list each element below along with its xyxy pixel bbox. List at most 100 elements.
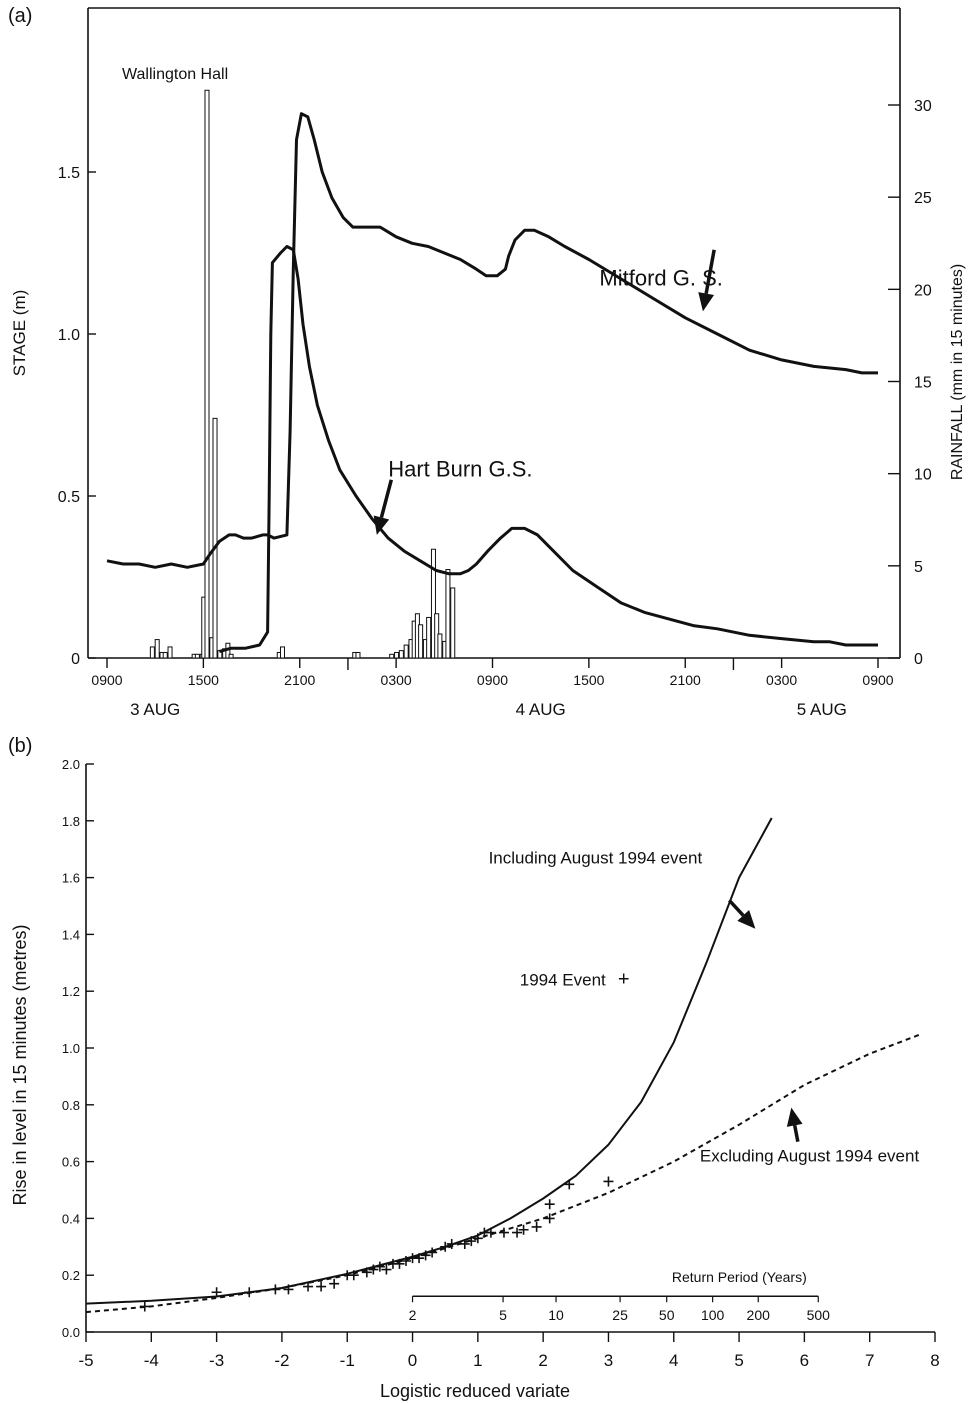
observation-point — [459, 1238, 470, 1249]
variate-tick-label: 0 — [408, 1351, 417, 1370]
excluding-1994-arrow-shaft — [792, 1124, 800, 1143]
observation-point — [414, 1253, 425, 1264]
rainfall-bar — [167, 646, 173, 659]
rainfall-bar — [228, 653, 234, 659]
observation-point — [531, 1221, 542, 1232]
panel-a-y2-axis-label: RAINFALL (mm in 15 minutes) — [949, 264, 966, 480]
rise-tick-label: 1.2 — [62, 984, 80, 999]
rainfall-tick-label: 0 — [914, 651, 923, 668]
observation-point — [244, 1287, 255, 1298]
rainfall-bar — [394, 651, 400, 659]
rainfall-tick-label: 10 — [914, 467, 932, 484]
return-period-tick-label: 5 — [499, 1307, 507, 1323]
variate-tick-label: -4 — [144, 1351, 159, 1370]
rainfall-bar — [389, 653, 395, 659]
observation-point — [316, 1281, 327, 1292]
variate-tick-label: -5 — [78, 1351, 93, 1370]
return-period-tick-label: 25 — [612, 1307, 628, 1323]
panel-a: (a) 0 0.5 1.0 1.5 0 5 10 15 20 25 30 0900 1500 2100… — [8, 5, 966, 719]
observation-point — [374, 1261, 385, 1272]
rise-tick-label: 0.4 — [62, 1211, 80, 1226]
observation-point — [329, 1278, 340, 1289]
rainfall-bar — [445, 569, 451, 659]
return-period-title: Return Period (Years) — [672, 1269, 807, 1285]
hart-burn-arrow-shaft — [379, 479, 393, 518]
variate-tick-label: 7 — [865, 1351, 874, 1370]
variate-tick-label: -1 — [340, 1351, 355, 1370]
variate-tick-label: 5 — [734, 1351, 743, 1370]
rainfall-bar — [162, 651, 168, 659]
hart-burn-line — [218, 245, 878, 653]
observation-point — [485, 1227, 496, 1238]
rainfall-bar — [194, 653, 200, 659]
rise-tick-label: 0.2 — [62, 1268, 80, 1283]
rainfall-bar — [426, 616, 432, 659]
rainfall-bar — [418, 624, 424, 659]
observation-point — [401, 1256, 412, 1266]
panel-b-y-axis-label: Rise in level in 15 minutes (metres) — [10, 924, 30, 1205]
rainfall-tick-label: 5 — [914, 559, 923, 576]
hart-burn-arrow-head — [373, 515, 390, 535]
observation-point — [348, 1270, 359, 1281]
return-period-scale: Return Period (Years)2 5 10 25 50 100 200 500 — [409, 1269, 831, 1323]
time-tick-label: 2100 — [284, 672, 315, 688]
return-period-tick-label: 100 — [701, 1307, 725, 1323]
event-1994-label: 1994 Event — [520, 971, 606, 990]
rise-tick-label: 1.8 — [62, 814, 80, 829]
rise-tick-label: 0.8 — [62, 1098, 80, 1113]
mitford-label: Mitford G. S. — [599, 265, 722, 290]
stage-tick-label: 1.0 — [58, 327, 80, 344]
rainfall-bar — [204, 89, 210, 659]
time-tick-label: 1500 — [188, 672, 219, 688]
mitford-line — [106, 112, 878, 569]
variate-tick-label: 1 — [473, 1351, 482, 1370]
variate-tick-label: 3 — [604, 1351, 613, 1370]
panel-b-lines: Including August 1994 event Excluding Aug… — [85, 817, 923, 1314]
variate-tick-label: 8 — [930, 1351, 939, 1370]
rainfall-bar — [279, 646, 285, 659]
observation-point — [498, 1227, 509, 1238]
observation-point — [211, 1287, 222, 1298]
including-1994-label: Including August 1994 event — [489, 848, 703, 867]
panel-a-label: (a) — [8, 5, 32, 27]
variate-tick-label: 4 — [669, 1351, 678, 1370]
observation-point — [427, 1247, 438, 1258]
rise-tick-label: 2.0 — [62, 757, 80, 772]
panel-a-lines: Mitford G. S. Hart Burn G.S. — [106, 112, 878, 653]
event-1994-legend-marker: + — [618, 969, 630, 991]
observation-point — [420, 1250, 431, 1261]
observation-point — [303, 1281, 314, 1292]
observation-point — [472, 1233, 483, 1244]
rise-tick-label: 1.4 — [62, 927, 80, 942]
return-period-tick-label: 10 — [548, 1307, 564, 1323]
excluding-1994-line — [85, 1032, 923, 1314]
hart-burn-label: Hart Burn G.S. — [388, 457, 532, 482]
return-period-tick-label: 200 — [747, 1307, 771, 1323]
stage-tick-label: 1.5 — [58, 165, 80, 182]
panel-a-y-axis-label: STAGE (m) — [10, 290, 29, 377]
return-period-tick-label: 50 — [659, 1307, 675, 1323]
observation-point — [466, 1236, 477, 1247]
variate-tick-label: -3 — [209, 1351, 224, 1370]
rainfall-bar — [403, 644, 409, 659]
variate-tick-label: -2 — [274, 1351, 289, 1370]
panel-b-x-axis-label: Logistic reduced variate — [380, 1381, 570, 1401]
return-period-tick-label: 2 — [409, 1307, 417, 1323]
time-tick-label: 0900 — [91, 672, 122, 688]
rainfall-tick-label: 30 — [914, 98, 932, 115]
observation-point — [512, 1227, 523, 1238]
time-tick-label: 0300 — [381, 672, 412, 688]
mitford-arrow-head — [698, 292, 715, 312]
panel-a-x-ticks: 0900 1500 2100 0300 0900 1500 2100 0300 0900 — [91, 658, 894, 688]
return-period-tick-label: 500 — [807, 1307, 831, 1323]
time-tick-label: 0300 — [766, 672, 797, 688]
observation-point — [368, 1264, 379, 1275]
rainfall-tick-label: 25 — [914, 190, 932, 207]
time-tick-label: 0900 — [477, 672, 508, 688]
observation-point — [518, 1224, 529, 1235]
rain-gauge-label: Wallington Hall — [122, 66, 228, 83]
observation-point — [564, 1179, 575, 1190]
rise-tick-label: 1.0 — [62, 1041, 80, 1056]
rainfall-bar — [154, 639, 160, 659]
